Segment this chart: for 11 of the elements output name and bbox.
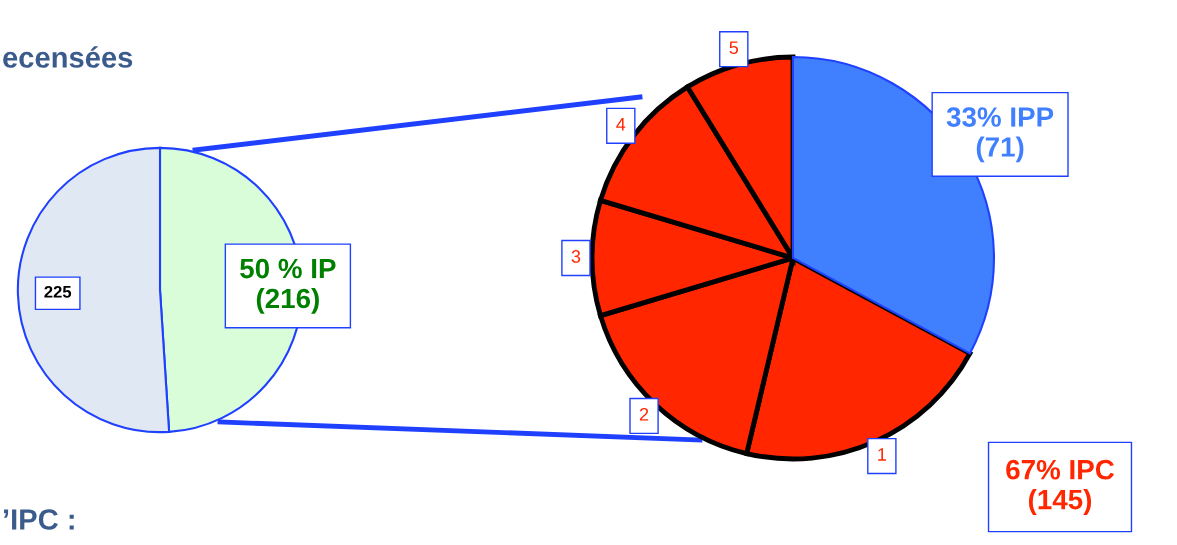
chart-title: ecensées xyxy=(3,46,133,68)
text: 67% IPC (145) xyxy=(1006,459,1115,515)
slice-label: 1 xyxy=(878,448,886,461)
slice-label: 2 xyxy=(639,407,649,421)
text: ’IPC : xyxy=(3,509,74,530)
slice-label: 4 xyxy=(616,118,626,131)
data-label: 50 % IP (216) xyxy=(240,258,336,314)
slice-label: 3 xyxy=(571,250,581,263)
data-label: 225 xyxy=(44,285,72,298)
data-label: 33% IPP (71) xyxy=(946,107,1054,163)
slice-label: 5 xyxy=(729,41,739,55)
